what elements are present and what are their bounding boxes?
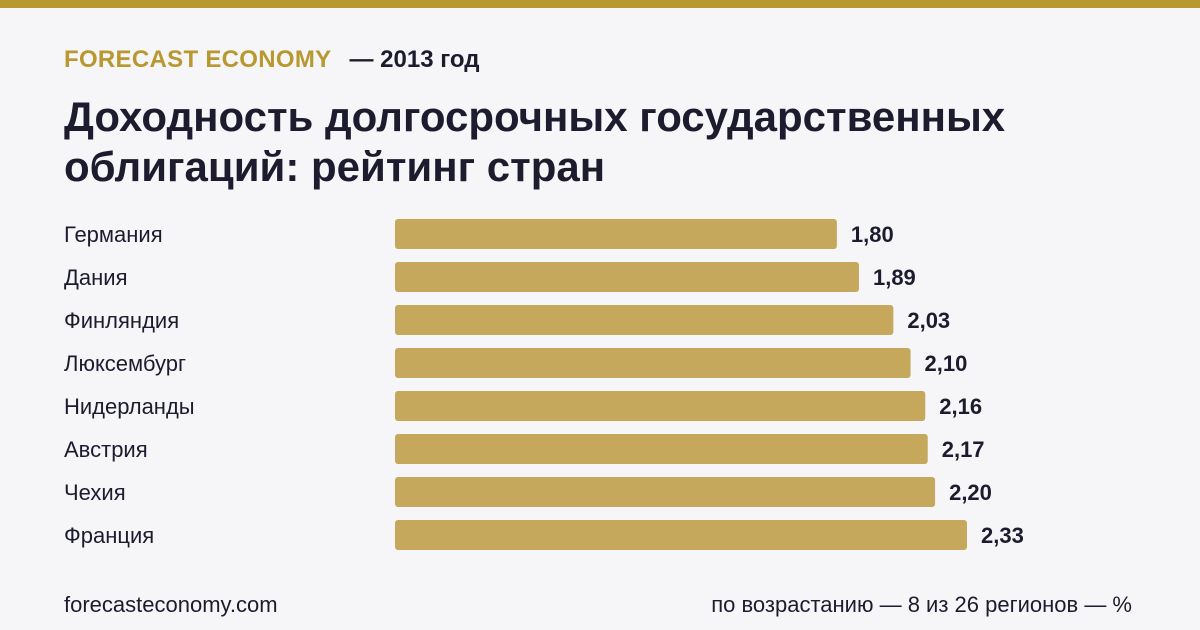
- year-label: — 2013 год: [349, 46, 480, 73]
- site-url: forecasteconomy.com: [64, 592, 278, 617]
- bar: [395, 520, 967, 550]
- top-accent-stripe: [0, 0, 1200, 8]
- category-label: Австрия: [64, 437, 148, 462]
- value-label: 2,10: [925, 351, 968, 376]
- bar: [395, 305, 894, 335]
- value-label: 2,03: [907, 308, 950, 333]
- bar: [395, 434, 928, 464]
- value-label: 2,20: [949, 480, 992, 505]
- value-label: 2,33: [981, 523, 1024, 548]
- category-label: Люксембург: [64, 351, 186, 376]
- chart-title: Доходность долгосрочных государственных …: [64, 93, 1006, 190]
- category-label: Дания: [64, 265, 128, 290]
- value-label: 2,17: [942, 437, 985, 462]
- bar: [395, 477, 936, 507]
- category-label: Чехия: [64, 480, 126, 505]
- brand-name: FORECAST ECONOMY: [64, 46, 332, 73]
- category-label: Финляндия: [64, 308, 179, 333]
- value-label: 1,89: [873, 265, 916, 290]
- value-label: 2,16: [939, 394, 982, 419]
- footer-note: по возрастанию — 8 из 26 регионов — %: [711, 592, 1132, 617]
- category-label: Нидерланды: [64, 394, 195, 419]
- header: FORECAST ECONOMY — 2013 год: [64, 46, 479, 74]
- bar-chart: Германия 1,80 Дания 1,89 Финляндия 2,03 Люксем…: [64, 219, 1024, 550]
- category-label: Франция: [64, 523, 154, 548]
- category-label: Германия: [64, 222, 163, 247]
- bar: [395, 262, 859, 292]
- bar: [395, 348, 911, 378]
- bar: [395, 391, 926, 421]
- value-label: 1,80: [851, 222, 894, 247]
- bar: [395, 219, 837, 249]
